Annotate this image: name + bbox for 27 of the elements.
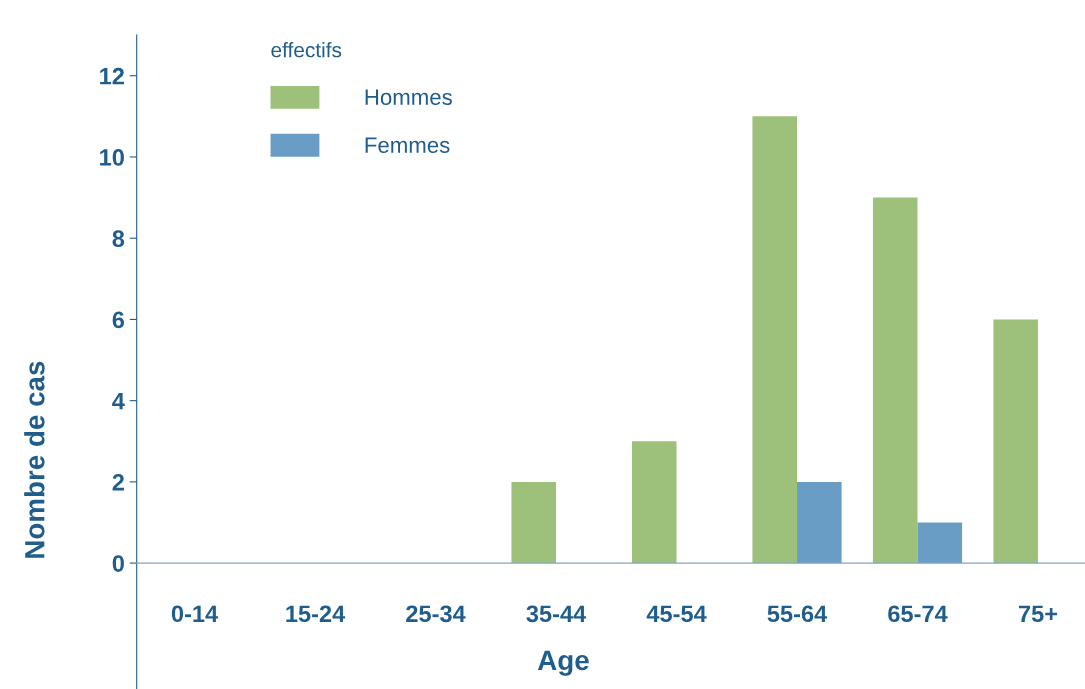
y-tick-label: 10 bbox=[100, 149, 124, 166]
y-tick-label: 8 bbox=[112, 230, 125, 247]
bar bbox=[993, 319, 1039, 564]
bar bbox=[511, 481, 557, 564]
x-tick-label: 0-14 bbox=[171, 605, 219, 623]
x-tick-label: 15-24 bbox=[286, 605, 346, 623]
bar bbox=[631, 441, 677, 564]
y-tick-label: 12 bbox=[100, 67, 124, 85]
y-axis-title: Nombre de cas bbox=[24, 361, 45, 558]
x-tick-label: 55-64 bbox=[767, 605, 828, 623]
x-axis-title: Age bbox=[537, 650, 589, 676]
y-tick-label: 0 bbox=[112, 555, 124, 572]
x-tick-label: 45-54 bbox=[646, 605, 707, 623]
bar bbox=[797, 481, 842, 564]
y-tick-label: 6 bbox=[112, 311, 125, 329]
x-tick-label: 65-74 bbox=[888, 605, 948, 623]
x-tick-label: 35-44 bbox=[526, 605, 587, 623]
bar bbox=[752, 116, 798, 564]
y-tick-label: 4 bbox=[112, 392, 125, 410]
legend-title: effectifs bbox=[271, 42, 342, 58]
x-tick-label: 25-34 bbox=[406, 605, 466, 623]
bar bbox=[917, 522, 963, 564]
x-tick-label: 75+ bbox=[1019, 605, 1058, 623]
bar bbox=[872, 197, 918, 564]
y-tick-label: 2 bbox=[112, 473, 124, 491]
legend-label: Hommes bbox=[365, 89, 452, 106]
legend-label: Femmes bbox=[365, 137, 450, 153]
